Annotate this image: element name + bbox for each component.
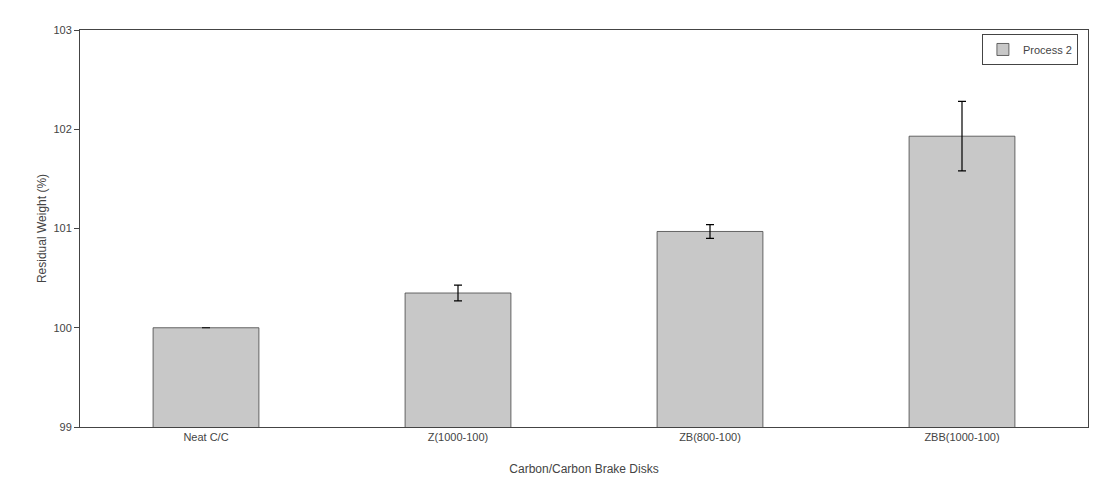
- svg-text:102: 102: [53, 123, 71, 135]
- svg-text:Neat C/C: Neat C/C: [183, 431, 228, 443]
- svg-text:99: 99: [60, 421, 72, 433]
- svg-text:Residual Weight (%): Residual Weight (%): [35, 174, 49, 283]
- svg-text:103: 103: [53, 24, 71, 36]
- svg-text:100: 100: [53, 322, 71, 334]
- svg-text:Carbon/Carbon Brake Disks: Carbon/Carbon Brake Disks: [509, 462, 658, 476]
- svg-text:ZB(800-100): ZB(800-100): [679, 431, 741, 443]
- svg-text:Process 2: Process 2: [1023, 44, 1072, 56]
- svg-text:Z(1000-100): Z(1000-100): [428, 431, 489, 443]
- svg-text:ZBB(1000-100): ZBB(1000-100): [924, 431, 999, 443]
- svg-text:101: 101: [53, 222, 71, 234]
